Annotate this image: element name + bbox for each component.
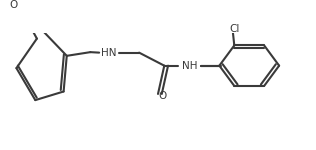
Text: NH: NH	[182, 61, 197, 71]
Text: Cl: Cl	[229, 24, 240, 34]
Text: HN: HN	[101, 48, 117, 58]
Text: O: O	[10, 0, 18, 10]
Text: O: O	[158, 91, 166, 101]
